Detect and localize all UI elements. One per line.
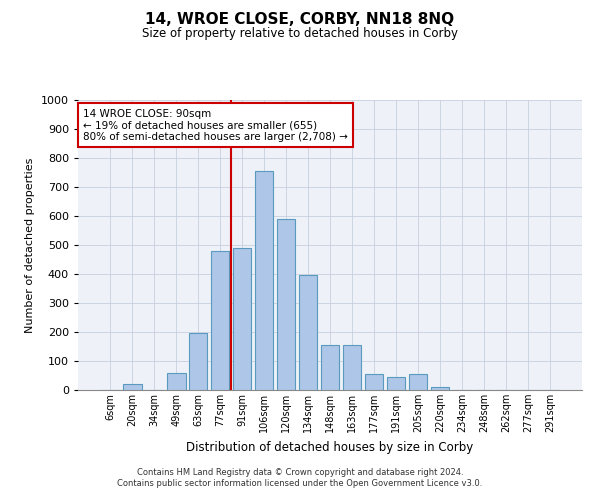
Bar	[409, 374, 427, 390]
Bar	[277, 219, 295, 390]
Text: Contains HM Land Registry data © Crown copyright and database right 2024.
Contai: Contains HM Land Registry data © Crown c…	[118, 468, 482, 487]
Bar	[211, 251, 229, 390]
Bar	[167, 372, 185, 390]
Bar	[255, 171, 274, 390]
Bar	[320, 345, 340, 390]
Text: Size of property relative to detached houses in Corby: Size of property relative to detached ho…	[142, 28, 458, 40]
Bar	[233, 248, 251, 390]
Bar	[365, 374, 383, 390]
Bar	[299, 276, 317, 390]
Bar	[343, 345, 361, 390]
Bar	[431, 387, 449, 390]
X-axis label: Distribution of detached houses by size in Corby: Distribution of detached houses by size …	[187, 440, 473, 454]
Y-axis label: Number of detached properties: Number of detached properties	[25, 158, 35, 332]
Bar	[123, 384, 142, 390]
Bar	[189, 334, 208, 390]
Text: 14 WROE CLOSE: 90sqm
← 19% of detached houses are smaller (655)
80% of semi-deta: 14 WROE CLOSE: 90sqm ← 19% of detached h…	[83, 108, 348, 142]
Text: 14, WROE CLOSE, CORBY, NN18 8NQ: 14, WROE CLOSE, CORBY, NN18 8NQ	[145, 12, 455, 28]
Bar	[386, 377, 405, 390]
